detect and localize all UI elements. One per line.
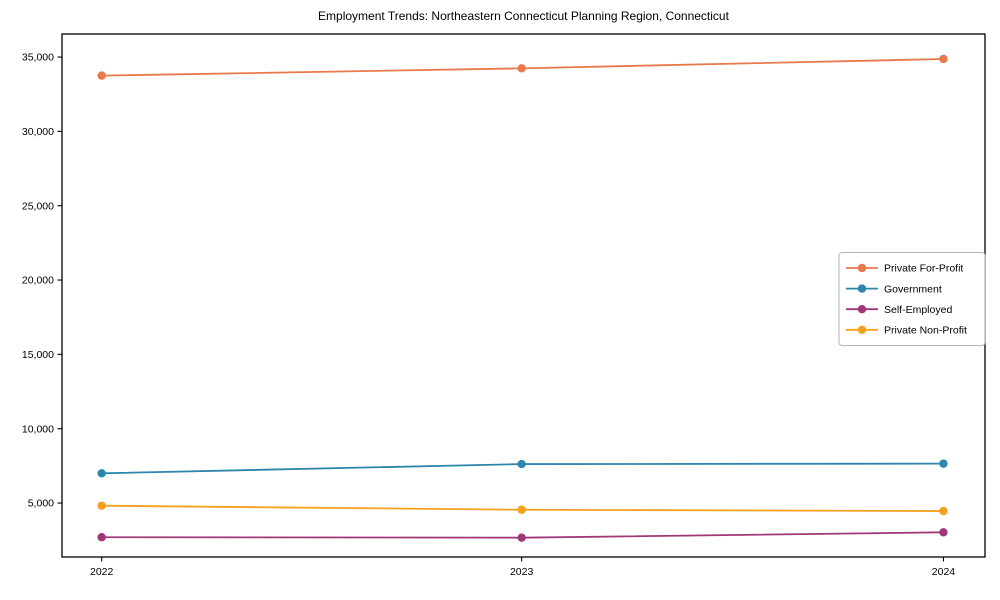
data-point-private-non-profit-2024	[939, 506, 948, 516]
legend-marker-private-non-profit	[857, 325, 867, 334]
data-point-government-2022	[97, 469, 106, 478]
legend-marker-government	[857, 284, 867, 293]
data-point-self-employed-2023	[517, 533, 526, 542]
x-tick-label: 2022	[90, 566, 114, 578]
x-tick-label: 2023	[510, 566, 534, 578]
data-point-private-non-profit-2023	[517, 505, 526, 514]
data-point-self-employed-2022	[97, 533, 106, 542]
y-tick-label: 20,000	[22, 275, 54, 287]
legend-box	[838, 252, 986, 346]
legend-marker-self-employed	[857, 305, 867, 314]
data-point-government-2024	[939, 459, 948, 468]
data-point-self-employed-2024	[939, 528, 948, 537]
legend-label-private-non-profit: Private Non-Profit	[884, 325, 967, 337]
y-tick-label: 10,000	[22, 423, 54, 435]
data-point-private-for-profit-2024	[939, 54, 948, 64]
y-tick-label: 15,000	[22, 349, 54, 361]
y-tick-label: 30,000	[22, 126, 54, 138]
legend-label-government: Government	[884, 283, 942, 295]
x-tick-label: 2024	[932, 566, 956, 578]
y-tick-label: 5,000	[28, 498, 54, 510]
data-point-private-for-profit-2023	[517, 64, 526, 73]
legend-marker-private-for-profit	[857, 263, 867, 273]
data-point-government-2023	[517, 459, 526, 469]
legend-label-private-for-profit: Private For-Profit	[884, 263, 963, 275]
data-point-private-for-profit-2022	[97, 71, 106, 80]
chart-title: Employment Trends: Northeastern Connecti…	[318, 9, 729, 23]
data-point-private-non-profit-2022	[97, 501, 106, 510]
y-tick-label: 25,000	[22, 200, 54, 212]
legend-label-self-employed: Self-Employed	[884, 304, 952, 316]
y-tick-label: 35,000	[22, 52, 54, 64]
